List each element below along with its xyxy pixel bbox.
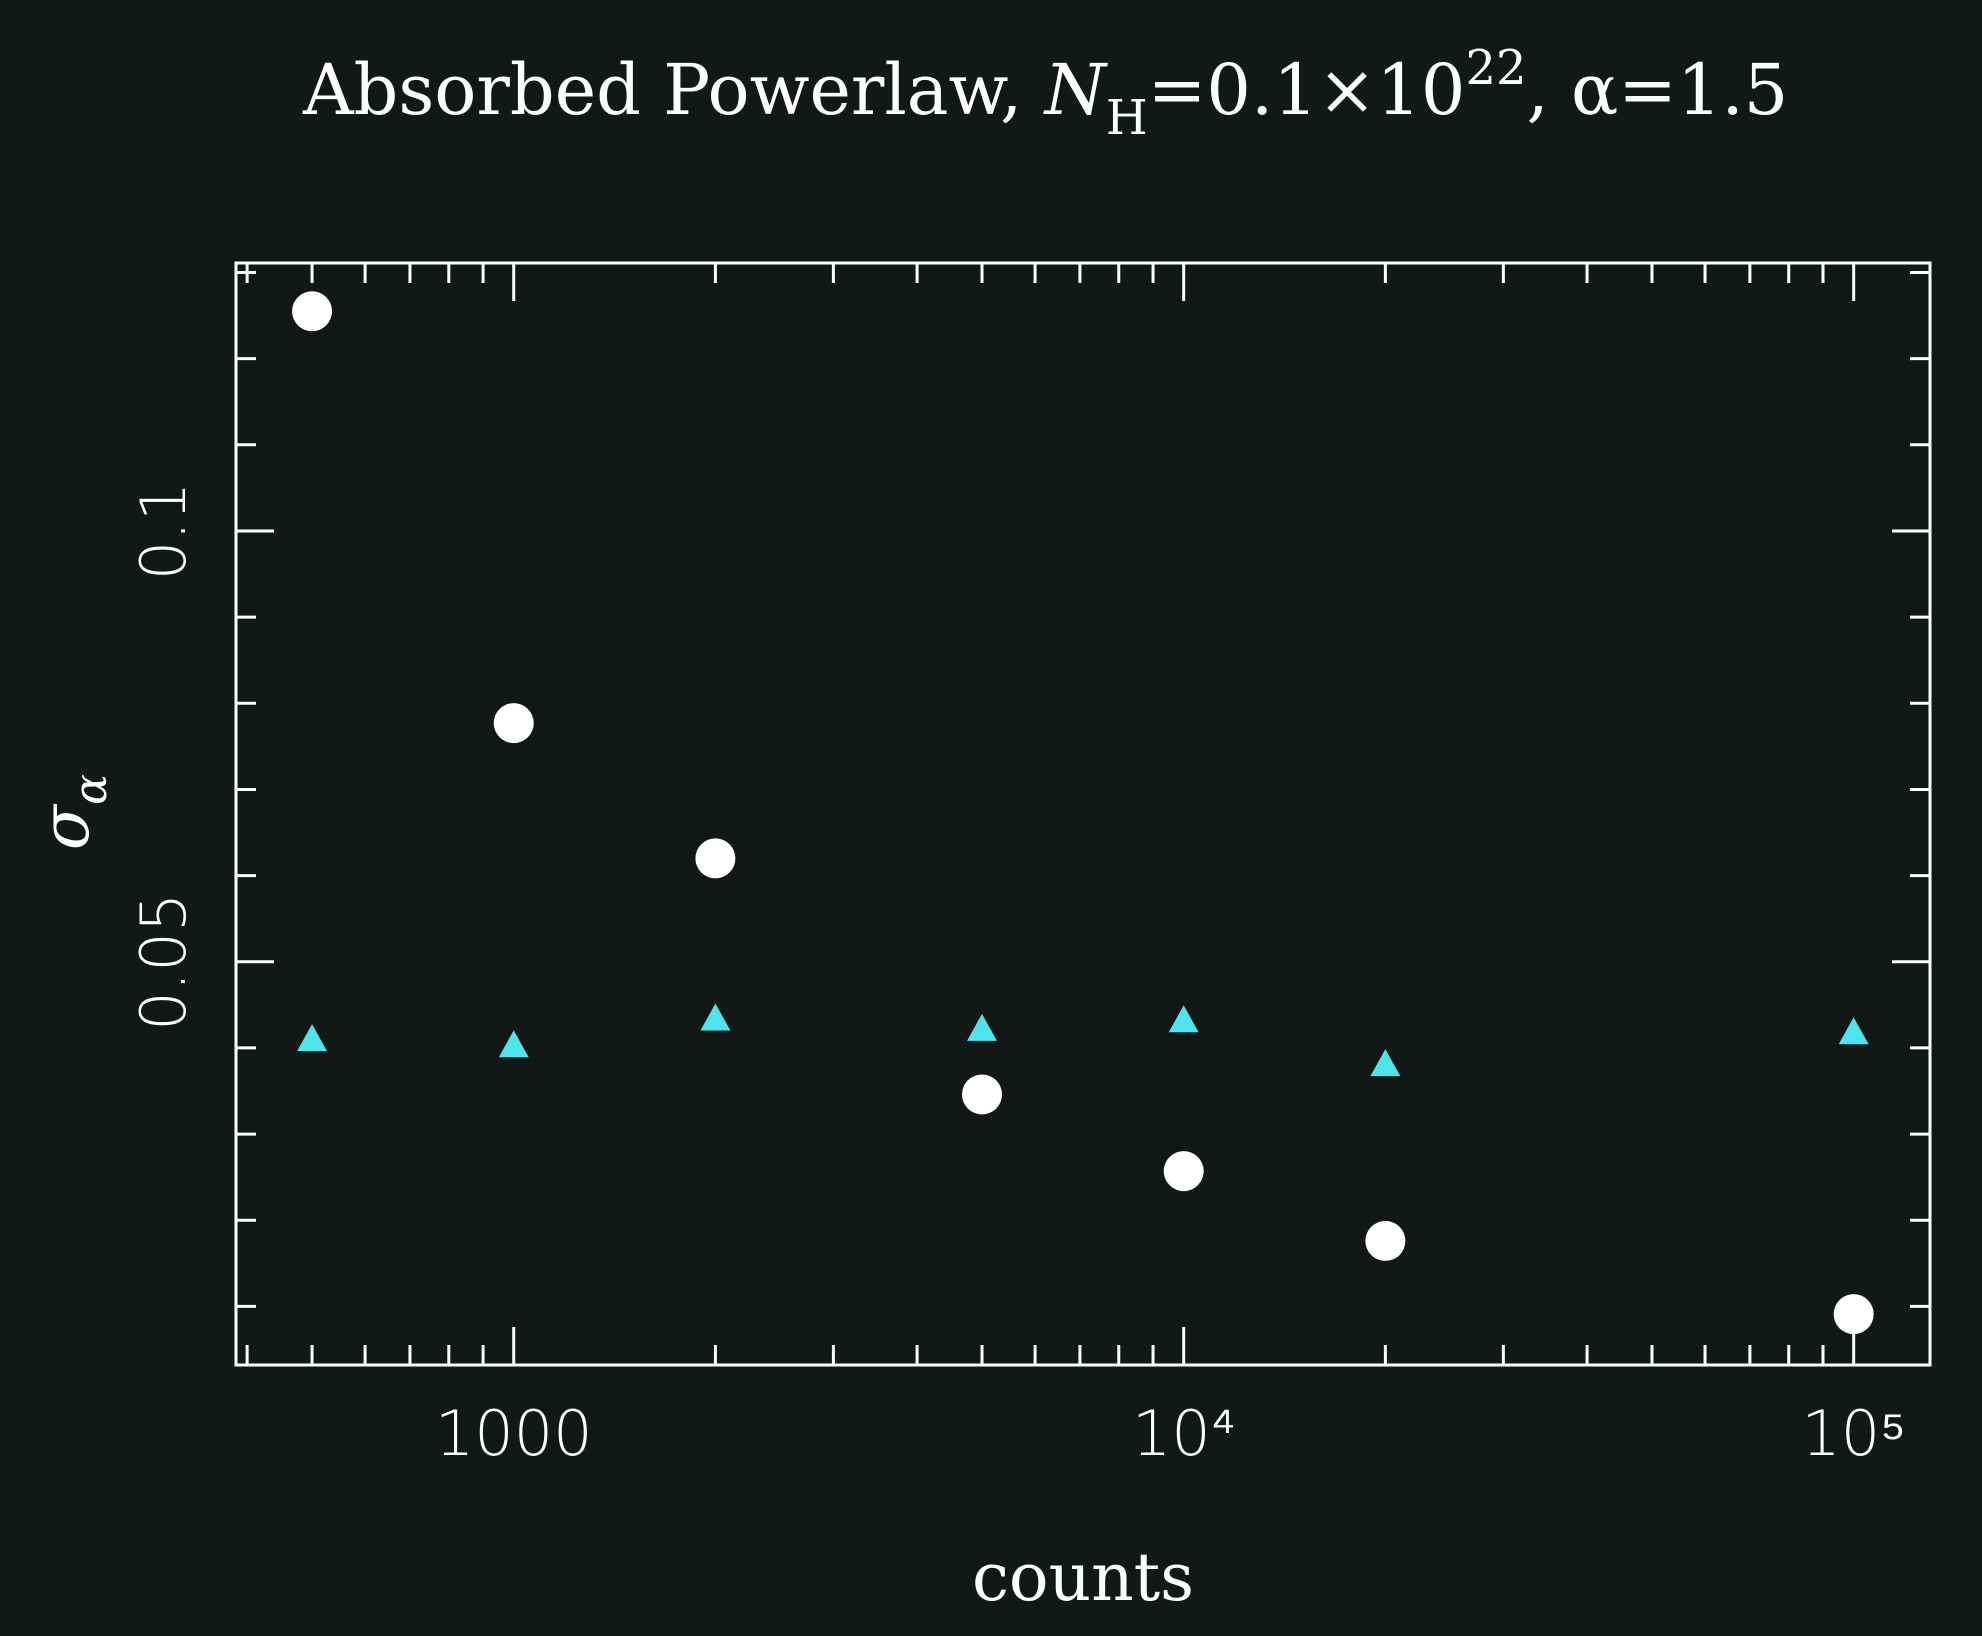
title-part: N: [1043, 49, 1109, 131]
data-point: [1365, 1220, 1406, 1261]
x-axis-label: counts: [972, 1539, 1194, 1616]
data-point: [1833, 1294, 1874, 1335]
data-point: [1168, 1005, 1199, 1033]
title-part: , α=1.5: [1527, 49, 1789, 131]
data-point: [967, 1013, 998, 1041]
y-tick-label: 0.1: [127, 482, 200, 581]
x-tick-label: 10⁴: [1132, 1397, 1236, 1470]
data-point: [1838, 1017, 1869, 1045]
plot-frame: [234, 261, 1932, 1367]
data-point: [493, 703, 534, 744]
data-point: [962, 1074, 1003, 1115]
chart-title: Absorbed Powerlaw, NH=0.1×1022, α=1.5: [302, 40, 1788, 146]
title-part: 22: [1465, 40, 1526, 96]
title-part: Absorbed Powerlaw,: [302, 49, 1045, 131]
y-label-symbol: σ: [27, 803, 104, 850]
data-point: [292, 291, 333, 332]
title-part: =0.1×10: [1148, 49, 1466, 131]
x-tick-label: 1000: [435, 1397, 593, 1470]
x-tick-label: 10⁵: [1801, 1397, 1906, 1470]
y-axis-label: σα: [27, 774, 117, 850]
data-point: [700, 1003, 731, 1031]
data-point: [1163, 1151, 1204, 1192]
y-tick-label: 0.05: [127, 893, 200, 1031]
y-label-subscript: α: [63, 774, 117, 805]
title-part: H: [1106, 90, 1148, 146]
data-point: [297, 1024, 328, 1052]
data-point: [695, 838, 736, 879]
data-point: [1370, 1049, 1401, 1077]
data-point: [498, 1030, 529, 1058]
